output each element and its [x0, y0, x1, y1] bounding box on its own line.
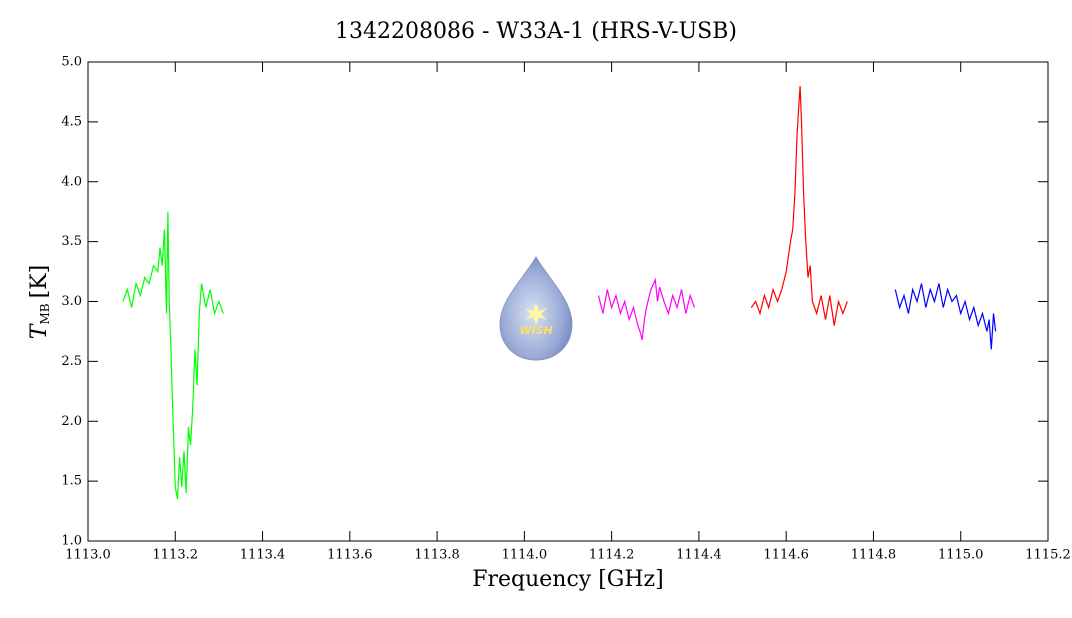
spectrum-line [894, 283, 997, 350]
y-tick-label: 4.5 [61, 114, 82, 129]
x-tick-label: 1113.2 [153, 548, 199, 563]
x-tick-label: 1114.0 [502, 548, 548, 563]
logo: WISH [499, 255, 573, 361]
spectrum-line [597, 277, 696, 340]
y-tick-label: 3.0 [61, 294, 82, 309]
spectrum-line [750, 85, 848, 326]
y-tick-label: 5.0 [61, 55, 82, 70]
x-tick-label: 1114.2 [589, 548, 635, 563]
y-tick-label: 2.5 [61, 354, 82, 369]
logo-text: WISH [519, 324, 552, 337]
y-tick-label: 3.5 [61, 234, 82, 249]
chart-title: 1342208086 - W33A-1 (HRS-V-USB) [335, 19, 737, 44]
y-tick-label: 1.5 [61, 474, 82, 489]
y-label-symbol: T [27, 322, 52, 339]
x-tick-label: 1113.8 [414, 548, 460, 563]
y-label-subscript: MB [38, 303, 52, 324]
x-axis-label: Frequency [GHz] [472, 567, 664, 592]
x-tick-label: 1115.0 [938, 548, 984, 563]
x-tick-label: 1115.2 [1025, 548, 1071, 563]
x-tick-label: 1114.4 [676, 548, 722, 563]
y-label-unit: [K] [27, 265, 52, 299]
x-tick-label: 1114.6 [763, 548, 809, 563]
x-tick-label: 1113.4 [240, 548, 286, 563]
x-tick-label: 1114.8 [851, 548, 897, 563]
plot-frame [87, 61, 1049, 542]
x-tick-label: 1113.0 [65, 548, 111, 563]
y-tick-label: 1.0 [61, 534, 82, 549]
y-tick-label: 2.0 [61, 414, 82, 429]
x-tick-label: 1113.6 [327, 548, 373, 563]
logo-star [525, 303, 547, 325]
spectrum-line [122, 211, 224, 500]
y-axis-label: TMB [K] [27, 265, 52, 339]
y-tick-label: 4.0 [61, 174, 82, 189]
